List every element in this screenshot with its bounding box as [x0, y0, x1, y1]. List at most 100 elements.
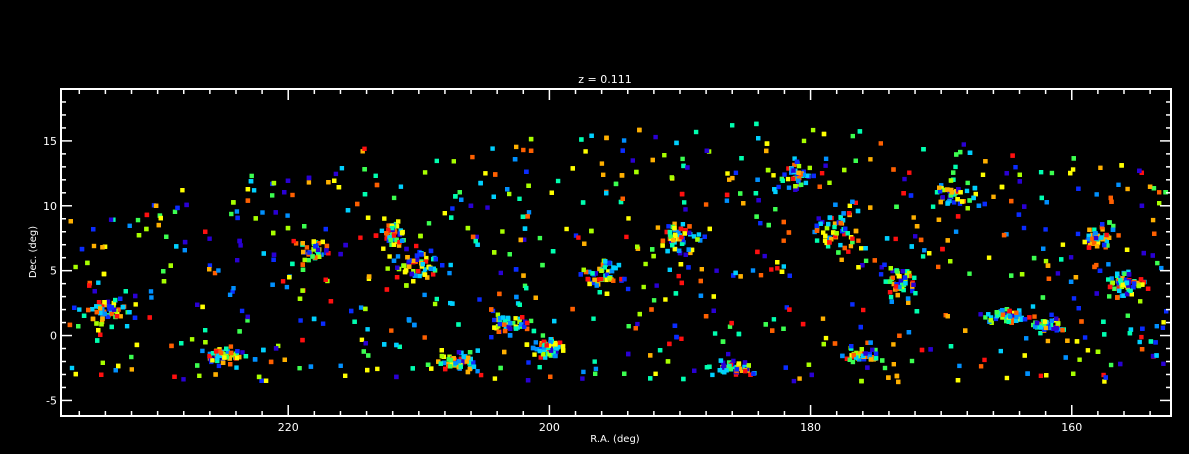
data-point	[1092, 264, 1097, 270]
data-point	[1086, 245, 1092, 250]
data-point	[717, 368, 723, 373]
data-point	[680, 237, 685, 243]
data-point	[976, 203, 982, 208]
data-point	[1049, 318, 1054, 323]
data-point	[111, 307, 117, 312]
data-point	[1031, 255, 1037, 261]
data-point	[224, 346, 229, 351]
data-point	[115, 311, 120, 317]
data-point	[993, 316, 999, 322]
data-point	[919, 347, 925, 353]
data-point	[718, 358, 724, 363]
data-point	[603, 259, 608, 264]
data-point	[304, 245, 310, 250]
data-point	[891, 281, 896, 287]
data-point	[911, 282, 916, 287]
data-point	[781, 238, 786, 243]
data-point	[585, 276, 590, 282]
data-point	[686, 247, 691, 252]
data-point	[394, 224, 400, 229]
data-point	[1128, 288, 1133, 293]
data-point	[1013, 318, 1019, 323]
data-point	[1137, 168, 1142, 173]
data-point	[957, 363, 962, 369]
data-point	[580, 200, 586, 205]
data-point	[1154, 324, 1159, 329]
data-point	[1094, 291, 1099, 296]
data-point	[988, 315, 994, 320]
data-point	[1108, 195, 1113, 201]
data-point	[398, 184, 404, 189]
data-point	[419, 264, 425, 269]
data-point	[677, 237, 682, 242]
data-point	[902, 176, 907, 182]
data-point	[69, 365, 75, 371]
data-point	[113, 368, 118, 373]
data-point	[465, 225, 471, 231]
data-point	[466, 355, 471, 360]
data-point	[727, 363, 732, 369]
data-point	[937, 185, 942, 190]
data-point	[879, 265, 884, 270]
data-point	[215, 355, 220, 361]
data-point	[583, 149, 588, 154]
data-point	[934, 190, 940, 195]
data-point	[884, 236, 890, 241]
data-point	[524, 326, 530, 332]
data-point	[530, 345, 536, 351]
data-point	[1116, 182, 1121, 187]
data-point	[686, 265, 691, 270]
data-point	[928, 347, 933, 352]
data-point	[868, 340, 873, 345]
data-point	[349, 308, 354, 314]
data-point	[967, 150, 973, 155]
data-point	[456, 322, 461, 327]
data-point	[388, 238, 393, 243]
data-point	[511, 321, 516, 326]
data-point	[900, 269, 905, 274]
data-point	[333, 171, 339, 177]
data-point	[918, 237, 924, 243]
data-point	[1007, 308, 1012, 314]
data-point	[352, 319, 357, 324]
data-point	[541, 339, 547, 344]
data-point	[259, 378, 264, 383]
data-point	[580, 376, 585, 381]
data-point	[999, 184, 1005, 190]
data-point	[756, 136, 761, 141]
data-point	[573, 233, 579, 238]
data-point	[635, 244, 640, 249]
data-point	[253, 216, 258, 221]
data-point	[434, 158, 439, 164]
data-point	[712, 331, 718, 336]
data-point	[989, 320, 994, 325]
data-point	[597, 290, 602, 295]
data-point	[148, 289, 154, 294]
data-point	[843, 226, 848, 231]
data-point	[393, 221, 399, 227]
data-point	[384, 287, 390, 292]
data-point	[1085, 348, 1091, 353]
data-point	[948, 187, 954, 193]
data-point	[1150, 253, 1155, 258]
data-point	[282, 357, 287, 362]
data-point	[387, 254, 392, 259]
data-point	[850, 199, 855, 204]
data-point	[1010, 153, 1015, 158]
data-point	[1109, 199, 1114, 204]
data-point	[611, 278, 616, 283]
data-point	[94, 309, 100, 315]
data-point	[552, 318, 557, 324]
data-point	[549, 343, 554, 349]
data-point	[245, 318, 250, 323]
data-point	[432, 301, 438, 307]
data-point	[579, 137, 584, 142]
data-point	[1139, 347, 1145, 352]
data-point	[284, 284, 290, 290]
data-point	[387, 235, 392, 240]
data-point	[787, 307, 792, 312]
data-point	[111, 300, 117, 306]
data-point	[945, 187, 950, 192]
data-point	[672, 246, 678, 252]
data-point	[758, 273, 764, 278]
